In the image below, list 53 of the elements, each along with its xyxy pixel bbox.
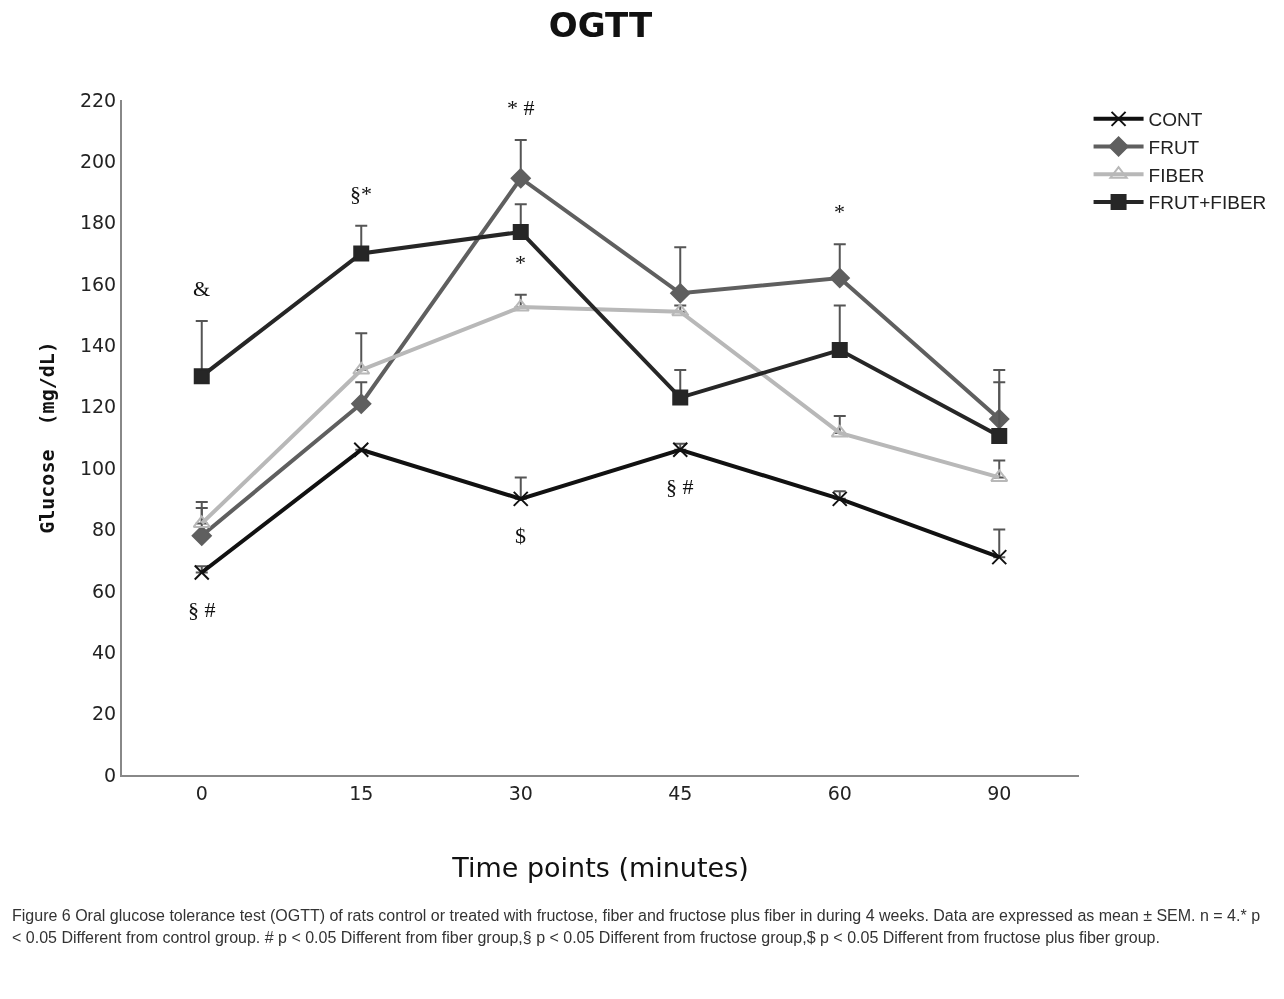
annotation: * <box>515 250 526 275</box>
x-tick-label: 45 <box>668 781 693 804</box>
x-axis-title: Time points (minutes) <box>451 851 749 883</box>
y-tick-label: 0 <box>104 763 117 786</box>
point <box>353 245 370 262</box>
point <box>830 424 849 438</box>
caption: Figure 6 Oral glucose tolerance test (OGTT) of rats control or treated with fructose, fiber and fructose plus fiber in during 4 weeks. Data are expressed as mean ± SEM. n = 4.* p < 0.05 Different from control group. # p < 0.05 Different from fiber group,§ p < 0.05 Different from fructose group,$ p < 0.05 Different from fructose plus fiber group. <box>12 906 1262 948</box>
y-tick-label: 80 <box>92 518 117 541</box>
x-tick-label: 30 <box>508 781 533 804</box>
x-tick-label: 15 <box>349 781 374 804</box>
x-tick-label: 90 <box>987 781 1012 804</box>
annotation: * # <box>507 95 535 120</box>
point <box>193 564 210 581</box>
point <box>351 393 372 414</box>
point <box>672 441 689 458</box>
legend-label: FRUT+FIBER <box>1148 192 1267 214</box>
y-tick-label: 140 <box>79 334 117 357</box>
point <box>831 342 848 359</box>
point <box>512 490 529 507</box>
x-tick-label: 60 <box>827 781 852 804</box>
y-tick-label: 160 <box>79 272 117 295</box>
y-tick-label: 120 <box>79 395 117 418</box>
annotation: § # <box>188 597 216 622</box>
chart-title: OGTT <box>548 5 653 46</box>
x-tick-label: 0 <box>195 781 208 804</box>
y-tick-label: 60 <box>92 579 117 602</box>
point <box>193 368 210 385</box>
point <box>991 549 1008 566</box>
legend-label: CONT <box>1148 109 1203 131</box>
point <box>831 490 848 507</box>
annotation: $ <box>515 523 526 548</box>
annotation: * <box>834 199 845 224</box>
point <box>510 168 531 189</box>
point <box>512 223 529 240</box>
point <box>991 427 1008 444</box>
point <box>672 389 689 406</box>
legend-label: FIBER <box>1148 164 1205 186</box>
annotation: §* <box>350 181 372 206</box>
point <box>671 303 690 317</box>
point <box>191 525 212 546</box>
y-tick-label: 20 <box>92 702 117 725</box>
y-tick-label: 220 <box>79 88 117 111</box>
legend-label: FRUT <box>1148 136 1200 158</box>
annotation: & <box>193 276 211 301</box>
y-axis-title: Glucose (mg/dL) <box>34 341 59 534</box>
y-tick-label: 40 <box>92 640 117 663</box>
point <box>353 441 370 458</box>
point <box>670 283 691 304</box>
y-tick-label: 100 <box>79 456 117 479</box>
y-tick-label: 200 <box>79 150 117 173</box>
y-tick-label: 180 <box>79 211 117 234</box>
annotation: § # <box>666 474 694 499</box>
point <box>829 267 850 289</box>
